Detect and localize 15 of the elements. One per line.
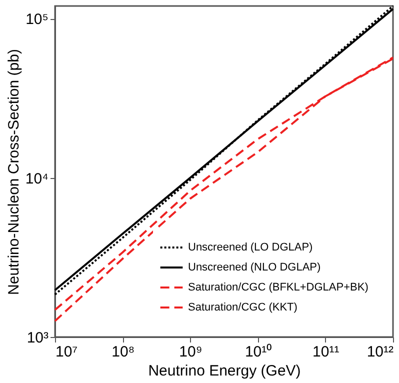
x-tick-label: 10⁸: [112, 344, 135, 360]
legend-label: Unscreened (LO DGLAP): [188, 242, 313, 254]
legend-label: Unscreened (NLO DGLAP): [188, 262, 321, 274]
x-tick-label: 10¹¹: [312, 344, 340, 360]
y-tick-label: 10⁴: [25, 170, 48, 188]
y-tick-label: 10³: [26, 330, 48, 346]
x-tick-label: 10⁷: [56, 344, 78, 360]
x-tick-label: 10¹²: [366, 344, 394, 360]
x-tick-label: 10⁹: [179, 344, 202, 360]
y-axis-title: Neutrino-Nucleon Cross-Section (pb): [5, 49, 22, 295]
x-axis-title: Neutrino Energy (GeV): [148, 362, 301, 380]
x-tick-label: 10¹⁰: [244, 344, 272, 360]
y-tick-label: 10⁵: [26, 11, 48, 28]
legend-label: Saturation/CGC (BFKL+DGLAP+BK): [188, 282, 368, 294]
legend-label: Saturation/CGC (KKT): [188, 302, 298, 314]
